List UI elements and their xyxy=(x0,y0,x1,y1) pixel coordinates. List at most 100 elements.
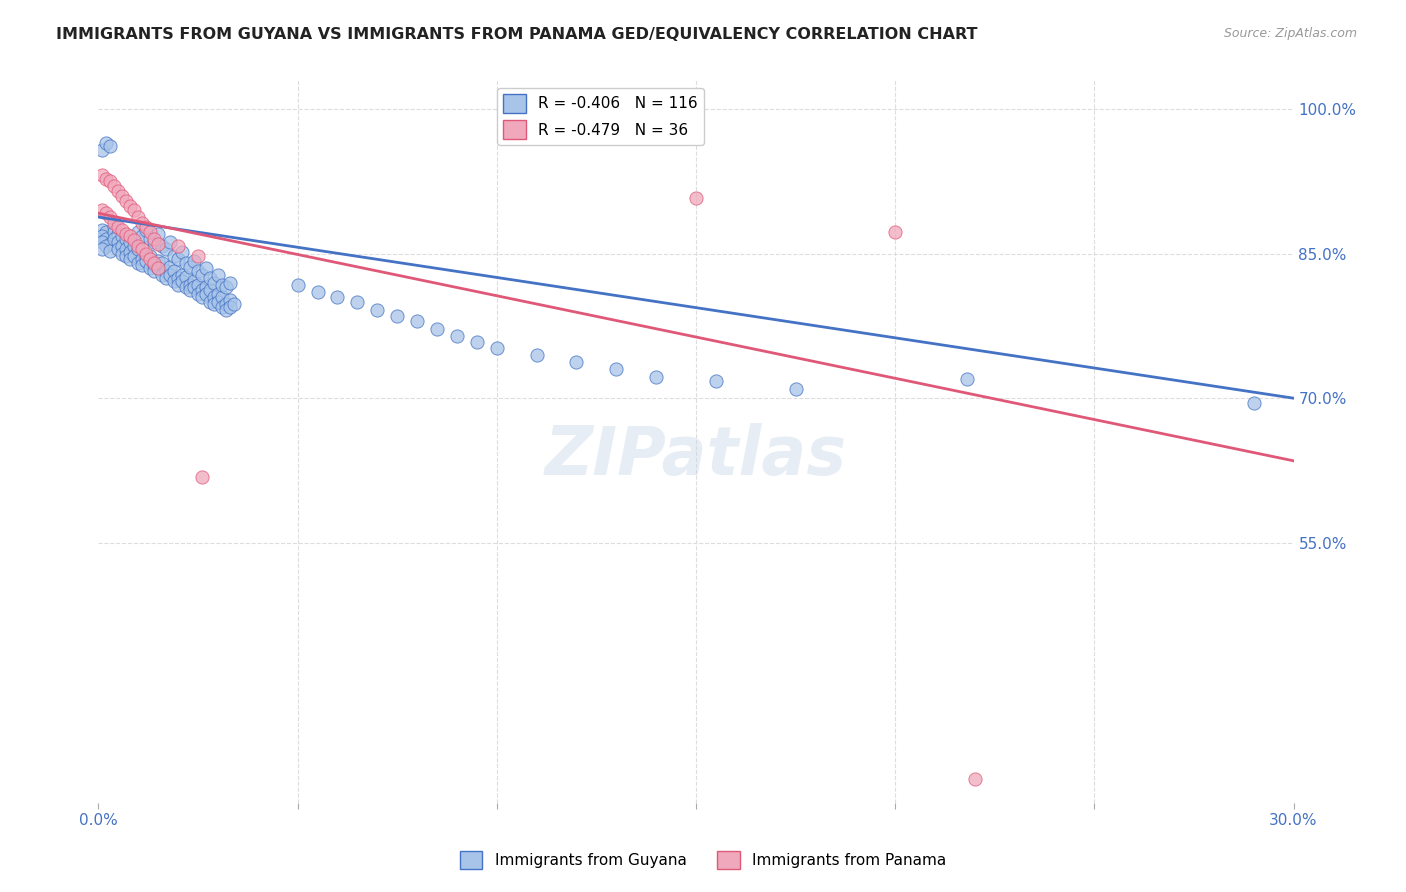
Point xyxy=(148,237,170,252)
Point xyxy=(139,261,162,276)
Point xyxy=(124,239,146,253)
Point xyxy=(187,287,209,301)
Point xyxy=(135,249,157,263)
Point xyxy=(139,252,162,266)
Point xyxy=(131,229,153,244)
Point xyxy=(155,264,177,278)
Point xyxy=(465,335,488,350)
Point xyxy=(366,302,388,317)
Point xyxy=(179,283,201,297)
Point xyxy=(172,268,194,282)
Point xyxy=(183,254,205,268)
Point xyxy=(174,256,197,270)
Point xyxy=(98,138,122,153)
Point xyxy=(103,232,125,246)
Text: ZIPatlas: ZIPatlas xyxy=(546,423,846,489)
Point xyxy=(202,290,225,304)
Point xyxy=(187,249,209,263)
Point xyxy=(96,206,118,220)
Point xyxy=(107,184,129,198)
Point xyxy=(187,264,209,278)
Point xyxy=(526,348,548,362)
Point xyxy=(167,239,190,253)
Point xyxy=(183,280,205,294)
Point xyxy=(91,229,114,244)
Point xyxy=(645,370,668,384)
Point xyxy=(115,242,138,256)
Point xyxy=(150,256,173,270)
Point xyxy=(202,297,225,311)
Point xyxy=(96,232,118,246)
Point xyxy=(120,229,142,244)
Point xyxy=(127,210,149,224)
Point xyxy=(115,227,138,242)
Point xyxy=(131,216,153,230)
Point xyxy=(191,290,214,304)
Point xyxy=(207,287,229,301)
Point xyxy=(148,254,170,268)
Legend: Immigrants from Guyana, Immigrants from Panama: Immigrants from Guyana, Immigrants from … xyxy=(453,845,953,875)
Point xyxy=(167,252,190,266)
Point xyxy=(148,261,170,276)
Point xyxy=(219,293,242,307)
Point xyxy=(139,232,162,246)
Point xyxy=(187,277,209,292)
Point xyxy=(183,274,205,288)
Point xyxy=(219,300,242,314)
Point xyxy=(172,244,194,259)
Point xyxy=(143,256,166,270)
Point xyxy=(884,226,907,240)
Point xyxy=(191,470,214,484)
Point xyxy=(207,294,229,309)
Point xyxy=(103,226,125,240)
Point xyxy=(159,260,181,275)
Point xyxy=(115,249,138,263)
Point xyxy=(91,222,114,236)
Text: Source: ZipAtlas.com: Source: ZipAtlas.com xyxy=(1223,27,1357,40)
Point xyxy=(287,277,309,292)
Point xyxy=(150,239,173,253)
Point xyxy=(195,287,218,301)
Point xyxy=(406,314,429,328)
Point xyxy=(163,264,186,278)
Point xyxy=(98,244,122,258)
Point xyxy=(127,239,149,253)
Point xyxy=(446,328,468,343)
Point xyxy=(155,270,177,285)
Point xyxy=(124,203,146,218)
Point xyxy=(96,226,118,240)
Point xyxy=(326,290,349,304)
Point xyxy=(198,283,221,297)
Point xyxy=(91,203,114,218)
Point xyxy=(111,229,134,244)
Point xyxy=(195,261,218,276)
Point xyxy=(127,226,149,240)
Point xyxy=(96,171,118,186)
Point xyxy=(103,179,125,194)
Point xyxy=(91,168,114,182)
Point xyxy=(131,258,153,272)
Point xyxy=(135,254,157,268)
Point xyxy=(124,233,146,247)
Point xyxy=(91,242,114,256)
Point xyxy=(115,194,138,208)
Point xyxy=(111,222,134,236)
Point xyxy=(148,227,170,242)
Point xyxy=(215,302,238,317)
Point xyxy=(956,372,979,386)
Point xyxy=(211,277,233,292)
Point xyxy=(174,269,197,284)
Point xyxy=(143,232,166,246)
Point xyxy=(143,258,166,272)
Point xyxy=(179,260,201,275)
Point xyxy=(115,232,138,246)
Point xyxy=(211,300,233,314)
Point xyxy=(150,268,173,282)
Point xyxy=(163,274,186,288)
Point xyxy=(124,249,146,263)
Point xyxy=(307,285,329,300)
Point xyxy=(91,235,114,249)
Point xyxy=(704,374,727,388)
Point xyxy=(1243,396,1265,410)
Point xyxy=(215,280,238,294)
